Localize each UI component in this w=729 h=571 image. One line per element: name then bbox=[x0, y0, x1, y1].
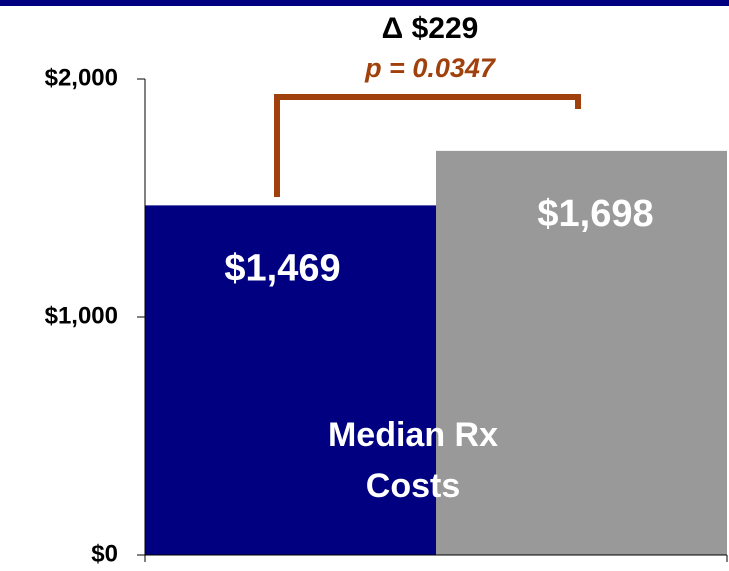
difference-label: Δ $229 bbox=[382, 12, 479, 45]
y-tick-label: $1,000 bbox=[45, 302, 118, 329]
y-tick-label: $0 bbox=[91, 540, 118, 567]
bar-text: Median Rx bbox=[328, 416, 498, 454]
bar-text: Costs bbox=[366, 467, 460, 505]
value-label: $1,469 bbox=[224, 247, 340, 289]
difference-bracket bbox=[274, 94, 581, 197]
value-label: $1,698 bbox=[537, 193, 653, 235]
bars bbox=[145, 150, 727, 556]
p-value-label: p = 0.0347 bbox=[364, 53, 497, 83]
bar bbox=[436, 150, 727, 555]
top-band bbox=[0, 0, 729, 6]
y-tick-label: $2,000 bbox=[45, 64, 118, 91]
bar bbox=[145, 205, 436, 556]
